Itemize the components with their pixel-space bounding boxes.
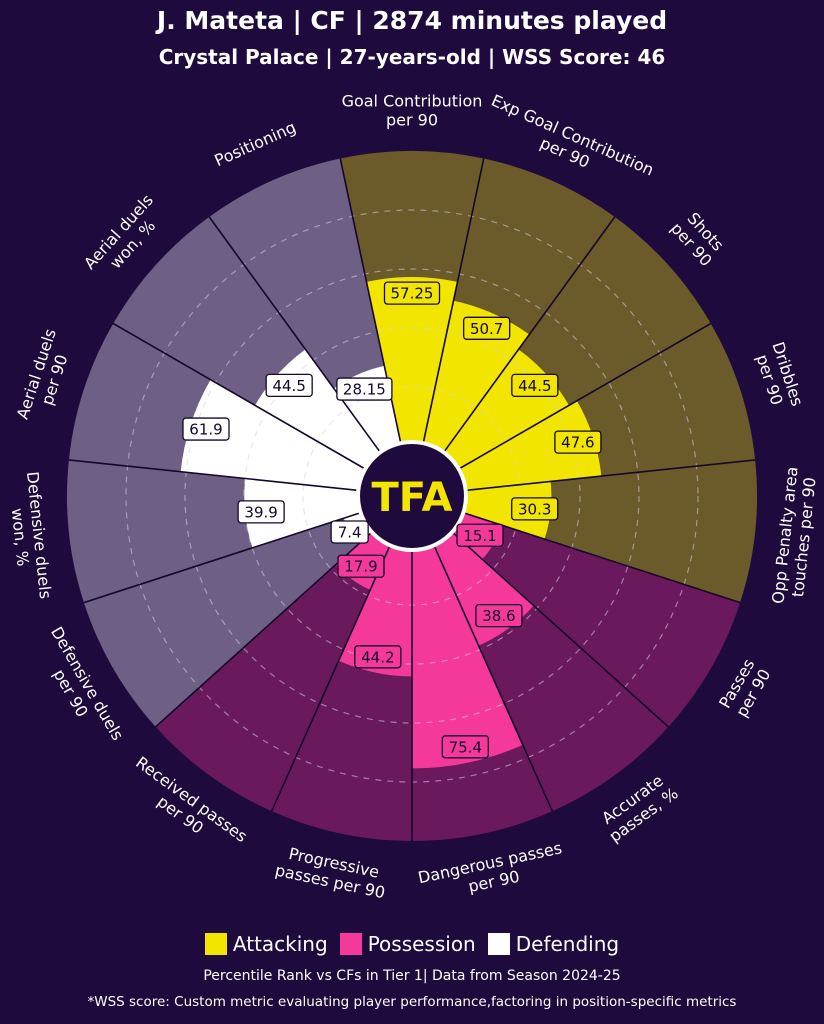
background-sector	[83, 511, 375, 727]
legend-swatch-defending	[487, 933, 510, 955]
value-label-box	[182, 417, 230, 441]
value-label-text: 30.3	[518, 500, 551, 518]
value-label-box	[354, 645, 402, 669]
value-label-text: 44.5	[272, 377, 305, 395]
legend: Attacking Possession Defending	[0, 932, 824, 956]
value-label-text: 57.25	[391, 285, 434, 303]
value-label: 17.9	[337, 554, 385, 578]
value-bar	[338, 541, 412, 677]
logo-text: TFA	[372, 475, 453, 521]
value-label-text: 44.2	[361, 648, 394, 666]
category-label: Positioning	[212, 117, 299, 170]
category-label: Shotsper 90	[667, 206, 730, 270]
value-label: 61.9	[182, 417, 230, 441]
value-label-box	[336, 377, 393, 401]
sector-divider	[112, 322, 370, 472]
value-label: 15.1	[456, 523, 504, 547]
percentile-note: Percentile Rank vs CFs in Tier 1| Data f…	[203, 968, 621, 984]
legend-label-attacking: Attacking	[232, 932, 328, 956]
grid-circle	[184, 268, 640, 724]
value-label: 7.4	[330, 520, 369, 544]
legend-item-attacking: Attacking	[204, 932, 328, 956]
value-bar	[180, 379, 369, 491]
category-label-line: Positioning	[212, 117, 299, 170]
category-label: Aerial duelsper 90	[13, 326, 78, 427]
background-sector	[449, 511, 741, 727]
value-bar	[459, 481, 552, 540]
logo-ring	[356, 440, 468, 552]
radar-chart: TFA 57.25 50.7 44.5 47.6 30.3 15.1 38.6 75.4 44.2…	[4, 91, 820, 906]
value-label-text: 75.4	[449, 738, 482, 756]
category-label: Dribblesper 90	[750, 339, 807, 414]
value-label-text: 50.7	[470, 320, 503, 338]
value-label-box	[265, 373, 313, 398]
value-label-text: 39.9	[244, 503, 277, 521]
value-label-text: 15.1	[463, 527, 496, 545]
value-label-box	[456, 523, 504, 547]
value-label-box	[511, 373, 559, 398]
legend-item-possession: Possession	[339, 932, 476, 956]
value-label: 44.2	[354, 645, 402, 669]
value-bar	[455, 400, 602, 491]
legend-label-defending: Defending	[515, 932, 620, 956]
value-label-text: 7.4	[338, 524, 362, 542]
category-label-line: Goal Contribution	[342, 92, 483, 111]
value-label: 38.6	[475, 603, 523, 628]
sector-divider	[440, 216, 616, 457]
legend-label-possession: Possession	[367, 932, 476, 956]
legend-swatch-attacking	[204, 933, 227, 955]
value-label: 44.5	[511, 373, 559, 398]
value-label: 28.15	[336, 377, 393, 401]
sector-divider	[461, 459, 756, 492]
sector-divider	[448, 528, 669, 728]
value-label-box	[383, 281, 441, 305]
sector-divider	[459, 510, 741, 604]
legend-item-defending: Defending	[487, 932, 620, 956]
value-label: 57.25	[383, 281, 441, 305]
category-label-line: per 90	[386, 111, 438, 130]
value-label-box	[441, 735, 489, 759]
sector-divider	[208, 216, 384, 457]
value-label-box	[554, 430, 602, 454]
category-label: Opp Penalty areatouches per 90	[768, 466, 820, 607]
sector-divider	[83, 510, 365, 604]
sector-divider	[421, 158, 485, 448]
wss-note: *WSS score: Custom metric evaluating pla…	[87, 994, 737, 1010]
value-label: 75.4	[441, 735, 489, 759]
sector-divider	[454, 322, 712, 472]
sector-divider	[68, 459, 363, 492]
category-label: Progressivepasses per 90	[273, 842, 390, 902]
value-label-box	[337, 554, 385, 578]
chart-title: J. Mateta | CF | 2874 minutes played	[156, 6, 668, 35]
sector-divider	[270, 541, 393, 812]
legend-swatch-possession	[339, 933, 362, 955]
value-label-text: 47.6	[561, 434, 594, 452]
value-label-box	[463, 316, 511, 340]
value-label-text: 17.9	[344, 558, 377, 576]
value-label: 47.6	[554, 430, 602, 454]
value-label: 30.3	[511, 497, 559, 521]
value-label: 44.5	[265, 373, 313, 398]
category-label: Goal Contribution per 90	[342, 92, 483, 130]
value-label: 39.9	[237, 500, 285, 524]
value-label-box	[511, 497, 559, 521]
category-label: Dangerous passesper 90	[416, 838, 567, 906]
category-label: Passesper 90	[715, 656, 775, 721]
background-sector	[155, 529, 392, 812]
chart-subtitle: Crystal Palace | 27-years-old | WSS Scor…	[158, 45, 666, 69]
category-label: Defensive duelswon, %	[4, 471, 55, 602]
grid-circle	[243, 327, 581, 665]
value-bar	[366, 277, 458, 448]
value-label-box	[475, 603, 523, 628]
value-label-text: 28.15	[343, 381, 386, 399]
value-label-text: 61.9	[189, 421, 222, 439]
value-label: 50.7	[463, 316, 511, 340]
value-label-text: 38.6	[482, 607, 515, 625]
sector-divider	[431, 541, 554, 812]
value-label-text: 44.5	[518, 377, 551, 395]
value-label-box	[330, 520, 369, 544]
value-label-box	[237, 500, 285, 524]
